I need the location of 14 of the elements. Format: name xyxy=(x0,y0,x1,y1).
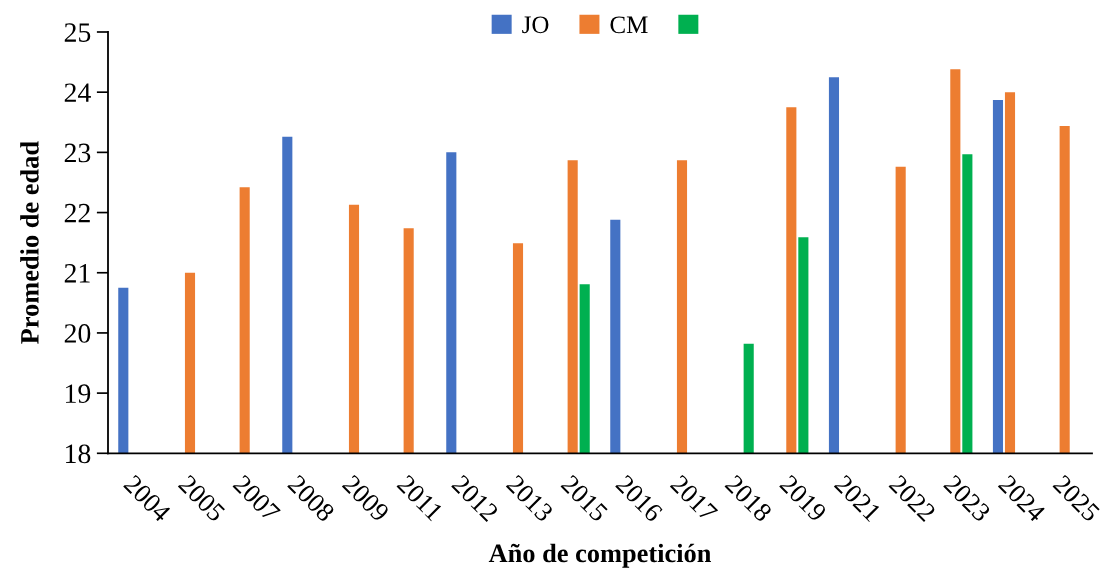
y-axis-title: Promedio de edad xyxy=(20,141,39,344)
y-tick-label: 21 xyxy=(64,263,90,283)
y-tick-label: 18 xyxy=(66,444,91,464)
y-tick-label: 22 xyxy=(64,203,90,223)
y-tick-label: 25 xyxy=(64,23,91,42)
y-tick-label: 19 xyxy=(66,384,91,404)
y-tick-label: 23 xyxy=(64,143,91,163)
y-tick-label: 24 xyxy=(64,83,91,102)
x-axis-title: Año de competición xyxy=(488,543,712,568)
legend-label: CM xyxy=(610,16,648,34)
x-tick-label: 2017 xyxy=(669,474,719,523)
legend-label: JO xyxy=(522,16,549,34)
x-tick-label: 2007 xyxy=(232,474,281,523)
y-tick-label: 20 xyxy=(64,324,91,343)
